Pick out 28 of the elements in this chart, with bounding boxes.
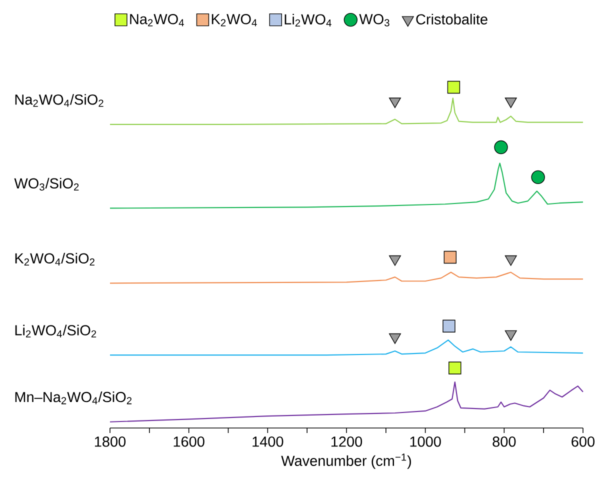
point — [447, 80, 460, 94]
legend-label: Cristobalite — [416, 14, 488, 24]
series-label: K$_{2}$WO$_{4}$/SiO$_{2}$ — [15, 252, 94, 266]
point — [389, 333, 401, 344]
legend-label: Na$_{2}$WO$_{4}$ — [130, 14, 184, 26]
point — [494, 140, 508, 154]
x-axis-title: Wavenumber (cm$^{−1}$) — [281, 454, 411, 469]
point — [442, 320, 456, 332]
point — [504, 255, 517, 266]
x-tick-label: 1600 — [174, 436, 204, 447]
point — [531, 170, 545, 184]
point — [389, 255, 401, 266]
point — [448, 362, 462, 374]
x-tick-label: 600 — [572, 436, 595, 447]
point — [444, 250, 457, 264]
series-label: Na$_{2}$WO$_{4}$/SiO$_{2}$ — [15, 94, 104, 107]
point — [504, 330, 517, 341]
x-tick-label: 1000 — [410, 436, 441, 447]
x-tick-label: 1800 — [94, 436, 126, 447]
legend-label: Li$_{2}$WO$_{4}$ — [284, 14, 332, 26]
x-tick-label: 1400 — [252, 436, 284, 447]
series-label: Li$_{2}$WO$_{4}$/SiO$_{2}$ — [15, 324, 96, 338]
x-tick-label: 1200 — [331, 436, 362, 447]
text: WO$_{3}$/SiO$_{2}$ — [14, 178, 79, 191]
legend-label: WO$_{3}$ — [359, 14, 390, 26]
series-label: Mn–Na$_{2}$WO$_{4}$/SiO$_{2}$ — [15, 392, 132, 404]
x-tick-label: 800 — [492, 436, 516, 447]
legend-label: K$_{2}$WO$_{4}$ — [212, 14, 257, 26]
